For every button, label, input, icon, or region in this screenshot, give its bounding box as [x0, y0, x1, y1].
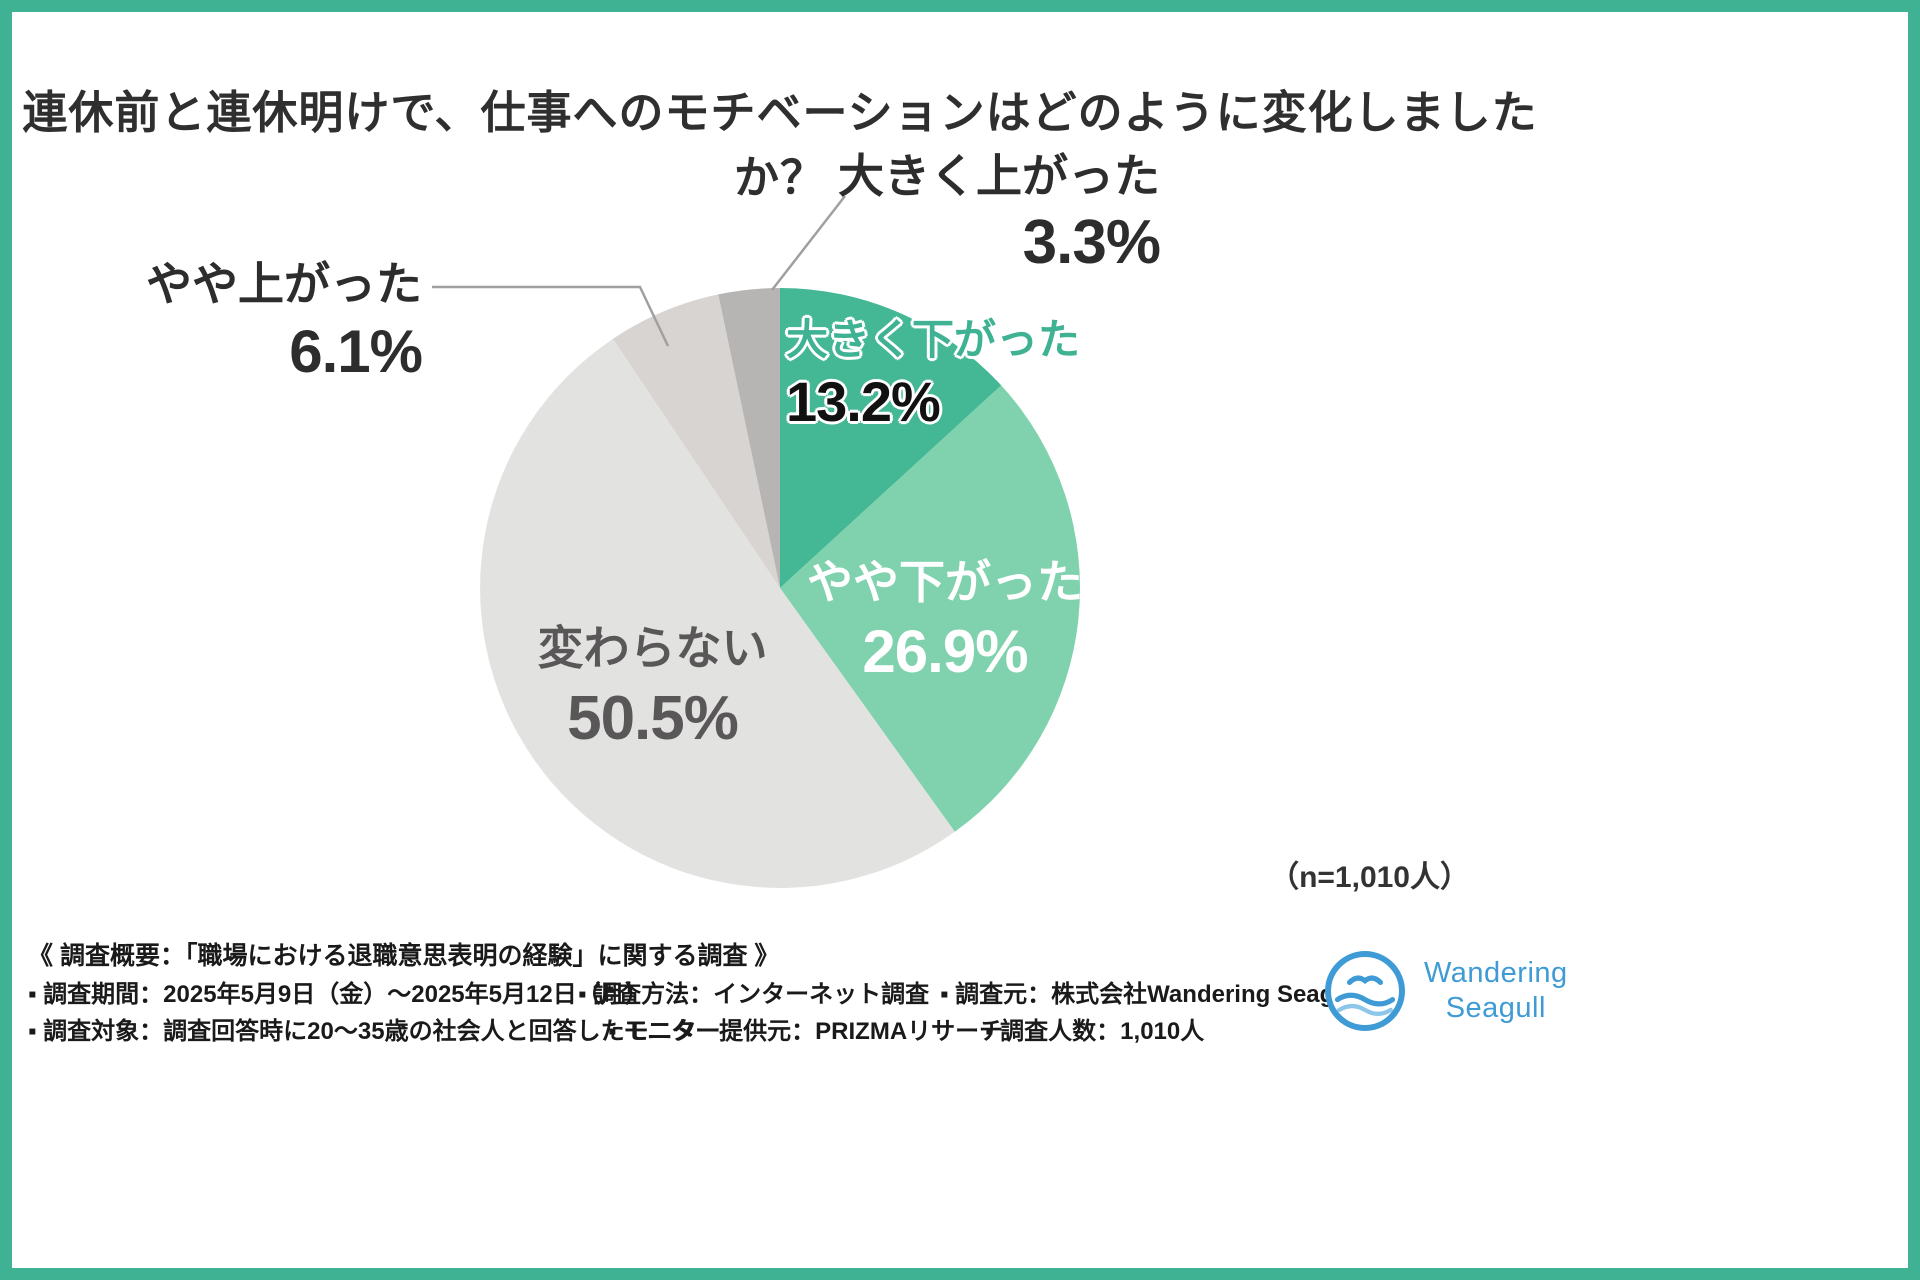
label-ookiku-agatta-value: 3.3%	[1022, 207, 1161, 277]
label-yaya-agatta-value: 6.1%	[289, 317, 423, 385]
label-yaya-agatta-text: やや上がった	[146, 258, 422, 310]
leader-line-ookiku-agatta	[771, 195, 846, 291]
label-kawaranai: 変わらない 50.5%	[505, 622, 800, 754]
wandering-seagull-logo-icon	[1325, 951, 1405, 1031]
survey-source: ▪ 調査元：株式会社Wandering Seagull	[940, 981, 1363, 1008]
sample-size-note: （n=1,010人）	[1269, 861, 1470, 894]
chart-title: 連休前と連休明けで、仕事へのモチベーションはどのように変化しましたか？	[22, 87, 1538, 203]
survey-sample-count: ▪ 調査人数：1,010人	[985, 1018, 1205, 1045]
label-ookiku-sagatta-text: 大きく下がった	[786, 316, 1081, 363]
survey-period: ▪ 調査期間：2025年5月9日（金）〜2025年5月12日（月）	[28, 981, 649, 1008]
survey-monitor-provider: ▪ モニター提供元：PRIZMAリサーチ	[608, 1018, 1004, 1045]
label-ookiku-sagatta: 大きく下がった 13.2%	[786, 316, 1080, 435]
wandering-seagull-logo-text: Wandering Seagull	[1424, 956, 1568, 1026]
label-yaya-sagatta-text: やや下がった	[807, 556, 1083, 608]
label-yaya-agatta: やや上がった 6.1%	[100, 258, 423, 386]
survey-target: ▪ 調査対象：調査回答時に20〜35歳の社会人と回答したモニター	[28, 1018, 721, 1045]
wandering-seagull-logo: Wandering Seagull	[1322, 948, 1568, 1034]
leader-line-yaya-agatta	[432, 285, 670, 347]
pie-slice-yaya-sagatta	[780, 385, 1080, 832]
survey-method: ▪ 調査方法：インターネット調査	[578, 981, 930, 1008]
logo-text-line2: Seagull	[1445, 992, 1546, 1024]
label-ookiku-agatta-text: 大きく上がった	[838, 150, 1160, 202]
logo-text-line1: Wandering	[1424, 957, 1568, 990]
label-yaya-sagatta-value: 26.9%	[862, 617, 1028, 685]
pie-slice-ookiku-sagatta	[780, 288, 1002, 588]
pie-slice-yaya-agatta	[612, 294, 780, 588]
label-ookiku-agatta: 大きく上がった 3.3%	[760, 150, 1161, 278]
pie-slices	[480, 288, 1080, 888]
label-kawaranai-value: 50.5%	[567, 683, 739, 753]
pie-slice-ookiku-agatta	[718, 288, 780, 588]
pie-slice-kawaranai	[480, 338, 955, 888]
label-ookiku-sagatta-value: 13.2%	[786, 370, 941, 434]
label-kawaranai-text: 変わらない	[537, 622, 768, 674]
label-yaya-sagatta: やや下がった 26.9%	[790, 556, 1100, 686]
survey-summary-heading: 《 調査概要：「職場における退職意思表明の経験」に関する調査 》	[28, 942, 780, 970]
